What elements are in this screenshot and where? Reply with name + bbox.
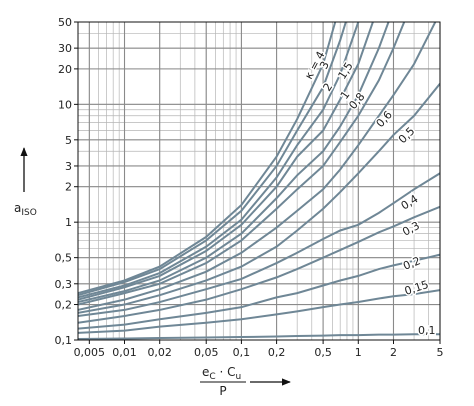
x-tick-label: 0,02: [147, 346, 172, 359]
y-tick-label: 0,1: [55, 334, 73, 347]
x-label-part: C: [209, 372, 215, 382]
y-tick-label: 0,2: [55, 299, 73, 312]
x-tick-label: 0,005: [74, 346, 106, 359]
curve: [78, 289, 440, 334]
curve: [78, 22, 337, 295]
y-tick-label: 2: [65, 181, 72, 194]
x-tick-label: 0,01: [112, 346, 137, 359]
curve: [78, 22, 374, 301]
x-label-part: u: [236, 372, 242, 382]
plot-frame: [77, 21, 441, 341]
x-label-denominator: P: [219, 384, 226, 398]
y-axis-label: aISO: [14, 201, 37, 218]
curve: [78, 22, 437, 311]
y-tick-label: 3: [65, 160, 72, 173]
x-tick-label: 0,05: [194, 346, 219, 359]
curve: [78, 22, 360, 299]
y-tick-label: 30: [58, 42, 72, 55]
curve: [78, 205, 440, 324]
curve-label: 0,15: [403, 278, 430, 298]
curve: [78, 172, 440, 317]
curve-label: 0,6: [374, 108, 395, 130]
x-tick-label: 0,1: [233, 346, 251, 359]
y-tick-label: 10: [58, 98, 72, 111]
x-tick-label: 5: [437, 346, 444, 359]
y-tick-label: 5: [65, 134, 72, 147]
curve: [78, 333, 440, 340]
y-tick-label: 50: [58, 16, 72, 29]
x-label-part: · C: [216, 365, 236, 379]
x-label-numerator: eC · Cu: [202, 365, 241, 382]
y-tick-label: 0,3: [55, 278, 73, 291]
y-label-sub: ISO: [21, 208, 36, 218]
curve: [78, 253, 440, 330]
curve: [78, 22, 406, 306]
x-label-part: e: [202, 365, 209, 379]
curve: [78, 22, 347, 297]
curve-label: 0,2: [401, 254, 422, 273]
x-tick-label: 0,5: [314, 346, 332, 359]
y-label-main: a: [14, 201, 21, 215]
x-tick-label: 2: [390, 346, 397, 359]
curve: [78, 82, 440, 314]
curve-label: 0,1: [418, 324, 436, 337]
x-tick-label: 1: [355, 346, 362, 359]
curves: [78, 22, 440, 340]
x-tick-label: 0,2: [268, 346, 286, 359]
curve-label: 0,4: [399, 192, 421, 212]
curve: [78, 22, 390, 304]
y-tick-label: 20: [58, 63, 72, 76]
y-tick-label: 0,5: [55, 252, 73, 265]
y-tick-label: 1: [65, 216, 72, 229]
